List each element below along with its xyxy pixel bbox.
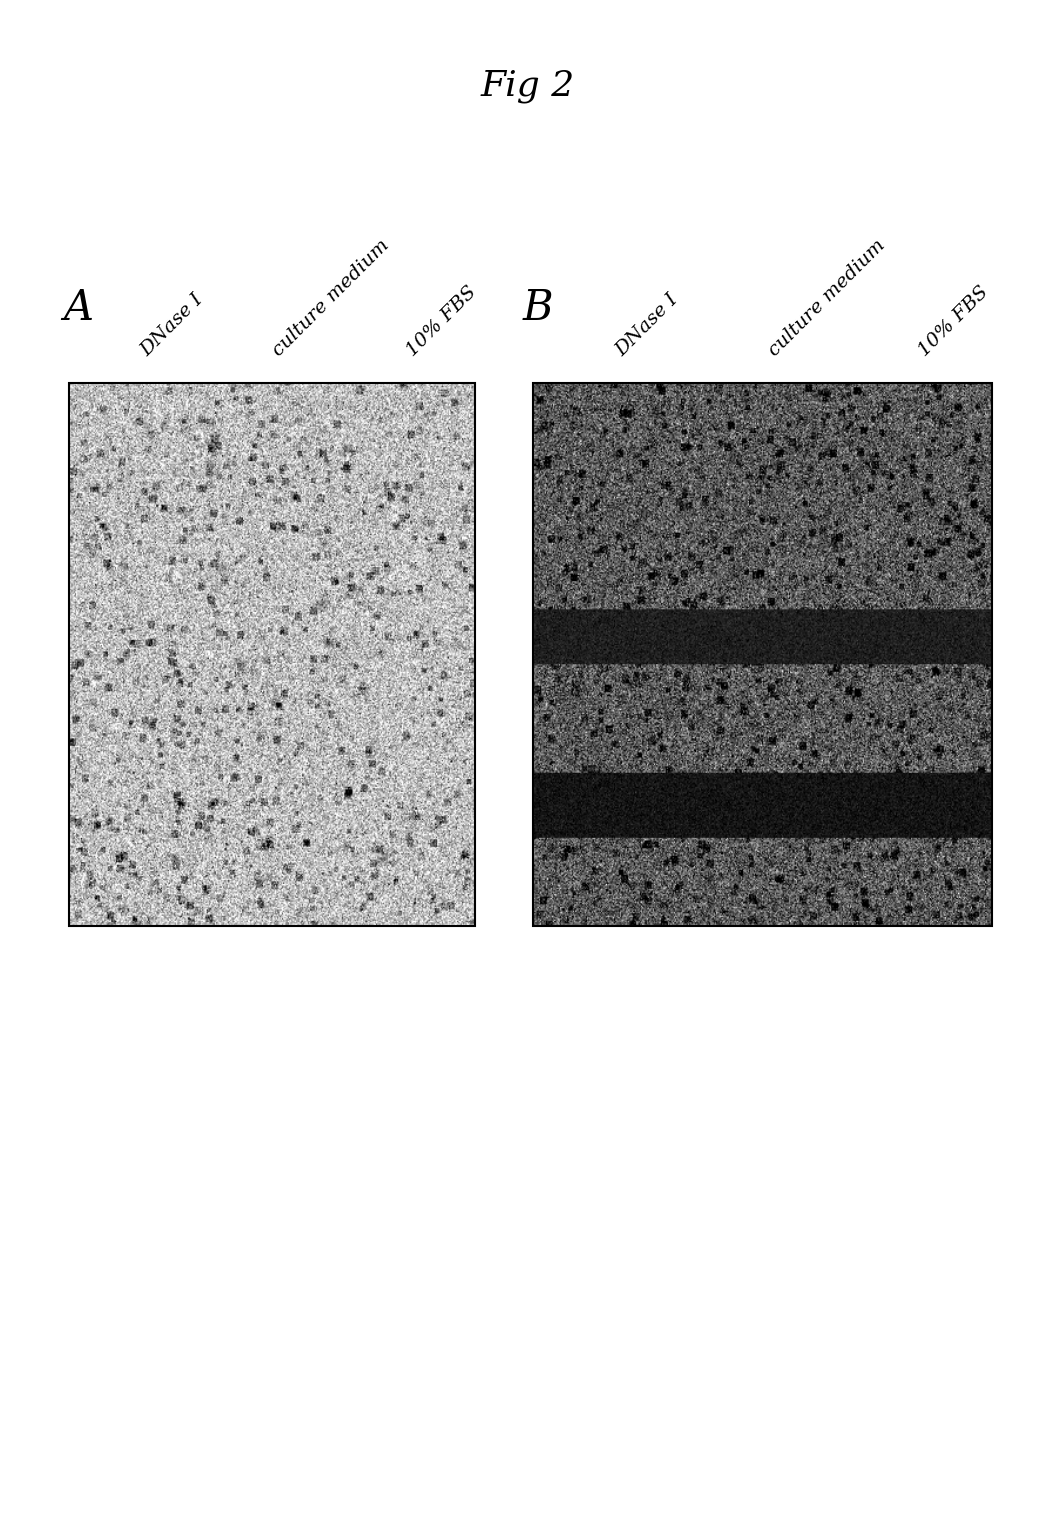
Text: DNase I: DNase I [137,291,207,360]
Text: Fig 2: Fig 2 [480,69,575,103]
Bar [533,383,992,926]
Bar [69,383,475,926]
Text: DNase I: DNase I [612,291,682,360]
Text: B: B [522,288,553,329]
Text: 10% FBS: 10% FBS [403,283,480,360]
Text: A: A [63,288,93,329]
Text: culture medium: culture medium [765,236,888,360]
Text: 10% FBS: 10% FBS [916,283,992,360]
Text: culture medium: culture medium [269,236,392,360]
